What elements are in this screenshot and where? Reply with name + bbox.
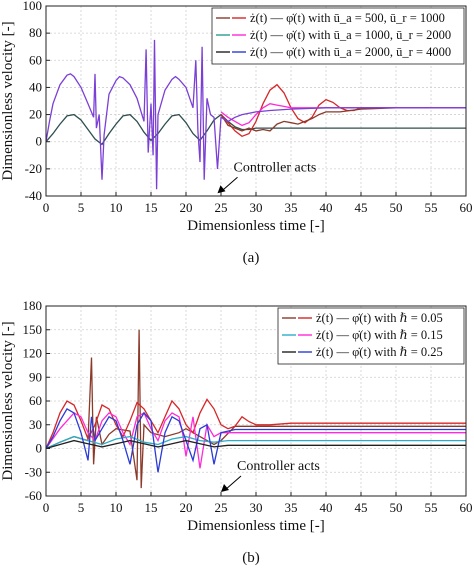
annotation-a: Controller acts [217, 160, 317, 194]
y-ticks-b: -60 -30 0 30 60 90 120 150 180 [23, 298, 50, 503]
y-tick-label: 0 [36, 134, 43, 149]
y-tick-label: 120 [23, 346, 43, 361]
y-tick-label: 20 [29, 107, 42, 122]
x-ticks-b: 0 5 10 15 20 25 30 35 40 45 50 55 60 [43, 492, 473, 515]
y-tick-label: 90 [29, 369, 42, 384]
panel-b: 0 5 10 15 20 25 30 35 40 45 50 55 60 -60 -30 0 30 60 90 12… [0, 298, 473, 566]
x-tick-label: 30 [250, 200, 263, 215]
x-tick-label: 50 [390, 500, 403, 515]
x-tick-label: 55 [425, 200, 438, 215]
x-tick-label: 10 [110, 500, 123, 515]
legend-entry: ż(t) — φ̇(t) with ū_a = 500, ū_r = 1000 [250, 11, 445, 25]
x-tick-label: 35 [285, 200, 298, 215]
y-tick-label: -40 [25, 188, 42, 203]
series-line-zdot-2 [46, 435, 466, 450]
series-line-phidot-1 [46, 398, 466, 449]
caption-b: (b) [242, 550, 260, 566]
y-tick-label: -20 [25, 161, 42, 176]
legend-box [211, 7, 465, 65]
annotation-arrowhead-a [217, 185, 226, 194]
annotation-text-a: Controller acts [234, 160, 317, 175]
y-tick-label: -60 [25, 488, 42, 503]
series-line-phidot-1-z [220, 107, 466, 132]
legend-entry: ż(t) — φ̇(t) with ū_a = 2000, ū_r = 4000 [250, 45, 451, 59]
grid-b [46, 306, 466, 496]
legend-entry: ż(t) — φ̇(t) with ℏ = 0.15 [316, 328, 443, 342]
legend-b: ż(t) — φ̇(t) with ℏ = 0.05 ż(t) — φ̇(t) w… [277, 307, 465, 365]
annotation-arrowhead-b [221, 484, 229, 493]
x-tick-label: 30 [250, 500, 263, 515]
x-tick-label: 60 [460, 200, 473, 215]
legend-entry: ż(t) — φ̇(t) with ū_a = 1000, ū_r = 2000 [250, 28, 451, 42]
x-tick-label: 45 [355, 500, 368, 515]
y-tick-label: 100 [23, 0, 43, 13]
series-line-phidot-3 [46, 39, 466, 190]
y-tick-label: 60 [29, 393, 42, 408]
x-tick-label: 50 [390, 200, 403, 215]
y-axis-label-b: Dimensionless velocity [-] [0, 321, 16, 480]
y-axis-label-a: Dimensionless velocity [-] [0, 21, 16, 180]
legend-entry: ż(t) — φ̇(t) with ℏ = 0.25 [316, 345, 443, 359]
annotation-text-b: Controller acts [237, 459, 320, 474]
annotation-arrow-a [221, 176, 238, 192]
y-ticks-a: -40 -20 0 20 40 60 80 100 [23, 0, 50, 203]
x-tick-label: 35 [285, 500, 298, 515]
legend-entry: ż(t) — φ̇(t) with ℏ = 0.05 [316, 311, 443, 325]
x-tick-label: 5 [78, 200, 85, 215]
annotation-arrow-b [224, 475, 242, 491]
y-tick-label: 180 [23, 298, 43, 313]
y-tick-label: 40 [29, 79, 42, 94]
x-tick-label: 55 [425, 500, 438, 515]
x-tick-label: 10 [110, 200, 123, 215]
x-tick-label: 5 [78, 500, 85, 515]
series-line-zdot-3 [46, 439, 466, 450]
y-tick-label: 80 [29, 25, 42, 40]
y-tick-label: -30 [25, 464, 42, 479]
x-tick-label: 40 [320, 200, 333, 215]
x-tick-label: 0 [43, 500, 50, 515]
x-tick-label: 45 [355, 200, 368, 215]
x-tick-label: 15 [145, 500, 158, 515]
x-axis-label-a: Dimensionless time [-] [187, 218, 324, 234]
y-tick-label: 60 [29, 52, 42, 67]
y-tick-label: 0 [36, 441, 43, 456]
x-tick-label: 20 [180, 200, 193, 215]
x-tick-label: 15 [145, 200, 158, 215]
panel-a: 0 5 10 15 20 25 30 35 40 45 50 55 60 -40 -20 0 20 40 60 80… [0, 0, 473, 266]
caption-a: (a) [243, 250, 260, 266]
legend-a: ż(t) — φ̇(t) with ū_a = 500, ū_r = 1000 ż… [211, 7, 465, 65]
x-ticks-a: 0 5 10 15 20 25 30 35 40 45 50 55 60 [43, 192, 473, 215]
x-tick-label: 40 [320, 500, 333, 515]
series-group-a [46, 39, 466, 190]
x-axis-label-b: Dimensionless time [-] [187, 518, 324, 534]
x-tick-label: 25 [215, 200, 228, 215]
series-group-b [46, 329, 466, 489]
y-tick-label: 150 [23, 322, 43, 337]
annotation-b: Controller acts [221, 459, 320, 493]
series-line-phidot-3 [46, 408, 466, 473]
x-tick-label: 0 [43, 200, 50, 215]
x-tick-label: 25 [215, 500, 228, 515]
x-tick-label: 20 [180, 500, 193, 515]
y-tick-label: 30 [29, 417, 42, 432]
x-tick-label: 60 [460, 500, 473, 515]
